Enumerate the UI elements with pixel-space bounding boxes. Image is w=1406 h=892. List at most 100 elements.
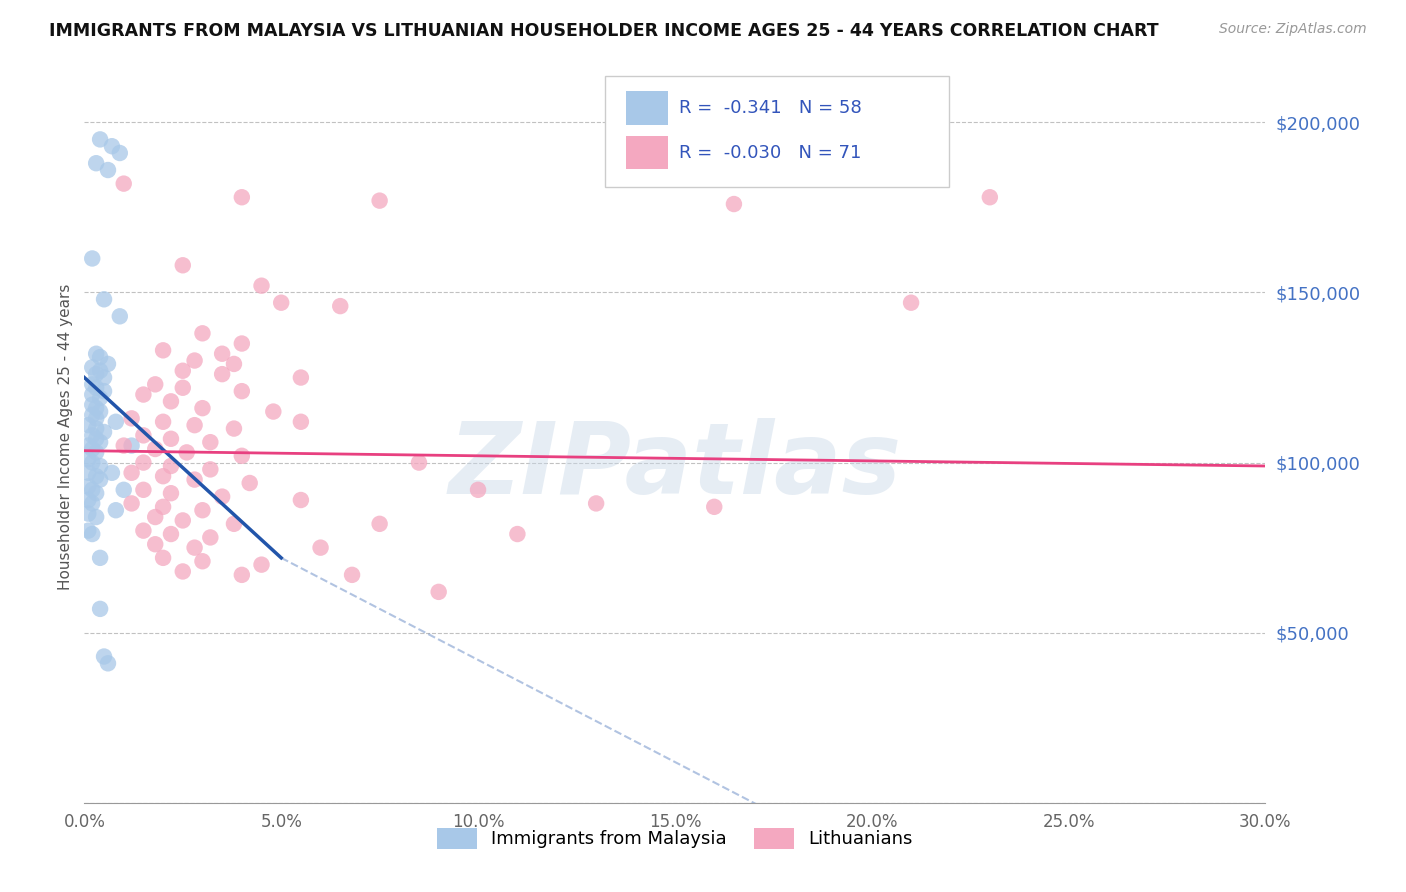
Point bbox=[89, 391, 111, 405]
Point bbox=[172, 513, 194, 527]
Point bbox=[104, 503, 127, 517]
Point bbox=[200, 531, 222, 545]
Point bbox=[77, 418, 100, 433]
Point bbox=[152, 550, 174, 565]
Point bbox=[84, 469, 107, 483]
Point bbox=[132, 524, 155, 538]
Text: ZIPatlas: ZIPatlas bbox=[449, 417, 901, 515]
Point bbox=[506, 527, 529, 541]
Point bbox=[183, 418, 205, 433]
Point bbox=[329, 299, 352, 313]
Point bbox=[82, 387, 104, 401]
Point bbox=[368, 194, 391, 208]
Point bbox=[703, 500, 725, 514]
Point bbox=[585, 496, 607, 510]
Point bbox=[183, 473, 205, 487]
Point bbox=[172, 258, 194, 272]
Point bbox=[82, 252, 104, 266]
Point bbox=[89, 132, 111, 146]
Point bbox=[84, 432, 107, 446]
Point bbox=[84, 445, 107, 459]
Point bbox=[200, 435, 222, 450]
Point bbox=[723, 197, 745, 211]
Point bbox=[143, 510, 166, 524]
Point bbox=[211, 367, 233, 381]
Point bbox=[77, 439, 100, 453]
Point bbox=[89, 364, 111, 378]
Text: Source: ZipAtlas.com: Source: ZipAtlas.com bbox=[1219, 22, 1367, 37]
Point bbox=[183, 353, 205, 368]
Point bbox=[172, 364, 194, 378]
Point bbox=[290, 370, 312, 384]
Text: R =  -0.030   N = 71: R = -0.030 N = 71 bbox=[679, 144, 862, 161]
Point bbox=[191, 554, 214, 568]
Point bbox=[101, 139, 124, 153]
Point bbox=[408, 456, 430, 470]
Point bbox=[82, 442, 104, 456]
Point bbox=[84, 381, 107, 395]
Point bbox=[77, 466, 100, 480]
Point bbox=[132, 456, 155, 470]
Point bbox=[368, 516, 391, 531]
Point bbox=[152, 343, 174, 358]
Point bbox=[84, 510, 107, 524]
Point bbox=[121, 411, 143, 425]
Point bbox=[152, 415, 174, 429]
Y-axis label: Householder Income Ages 25 - 44 years: Householder Income Ages 25 - 44 years bbox=[58, 284, 73, 591]
Point bbox=[104, 415, 127, 429]
Point bbox=[231, 336, 253, 351]
Point bbox=[191, 326, 214, 341]
Point bbox=[160, 458, 183, 473]
Point bbox=[93, 293, 115, 307]
Point bbox=[309, 541, 332, 555]
Point bbox=[172, 381, 194, 395]
Point bbox=[183, 541, 205, 555]
Point bbox=[121, 466, 143, 480]
Point bbox=[979, 190, 1001, 204]
Point bbox=[152, 500, 174, 514]
Point bbox=[97, 657, 120, 671]
Point bbox=[93, 649, 115, 664]
Point bbox=[84, 411, 107, 425]
Point bbox=[108, 146, 131, 161]
Point bbox=[82, 377, 104, 392]
Point bbox=[211, 347, 233, 361]
Point bbox=[231, 449, 253, 463]
Point bbox=[231, 190, 253, 204]
Point bbox=[77, 507, 100, 521]
Point bbox=[84, 421, 107, 435]
Point bbox=[112, 483, 135, 497]
Point bbox=[900, 295, 922, 310]
Point bbox=[132, 428, 155, 442]
Point bbox=[290, 493, 312, 508]
Point bbox=[84, 367, 107, 381]
Point bbox=[172, 565, 194, 579]
Point bbox=[270, 295, 292, 310]
Point bbox=[143, 377, 166, 392]
Point bbox=[89, 602, 111, 616]
Point bbox=[82, 527, 104, 541]
Point bbox=[82, 408, 104, 422]
Point bbox=[77, 493, 100, 508]
Point bbox=[97, 357, 120, 371]
Point bbox=[89, 473, 111, 487]
Point bbox=[93, 425, 115, 439]
Point bbox=[239, 475, 262, 490]
Point bbox=[82, 428, 104, 442]
Point bbox=[89, 404, 111, 418]
Point bbox=[77, 479, 100, 493]
Point bbox=[121, 439, 143, 453]
Point bbox=[82, 360, 104, 375]
Point bbox=[97, 163, 120, 178]
Point bbox=[77, 452, 100, 467]
Point bbox=[211, 490, 233, 504]
Point bbox=[84, 347, 107, 361]
Point bbox=[93, 370, 115, 384]
Point bbox=[152, 469, 174, 483]
Point bbox=[89, 350, 111, 364]
Point bbox=[231, 567, 253, 582]
Point bbox=[222, 357, 245, 371]
Point bbox=[112, 439, 135, 453]
Point bbox=[84, 156, 107, 170]
Point bbox=[250, 278, 273, 293]
